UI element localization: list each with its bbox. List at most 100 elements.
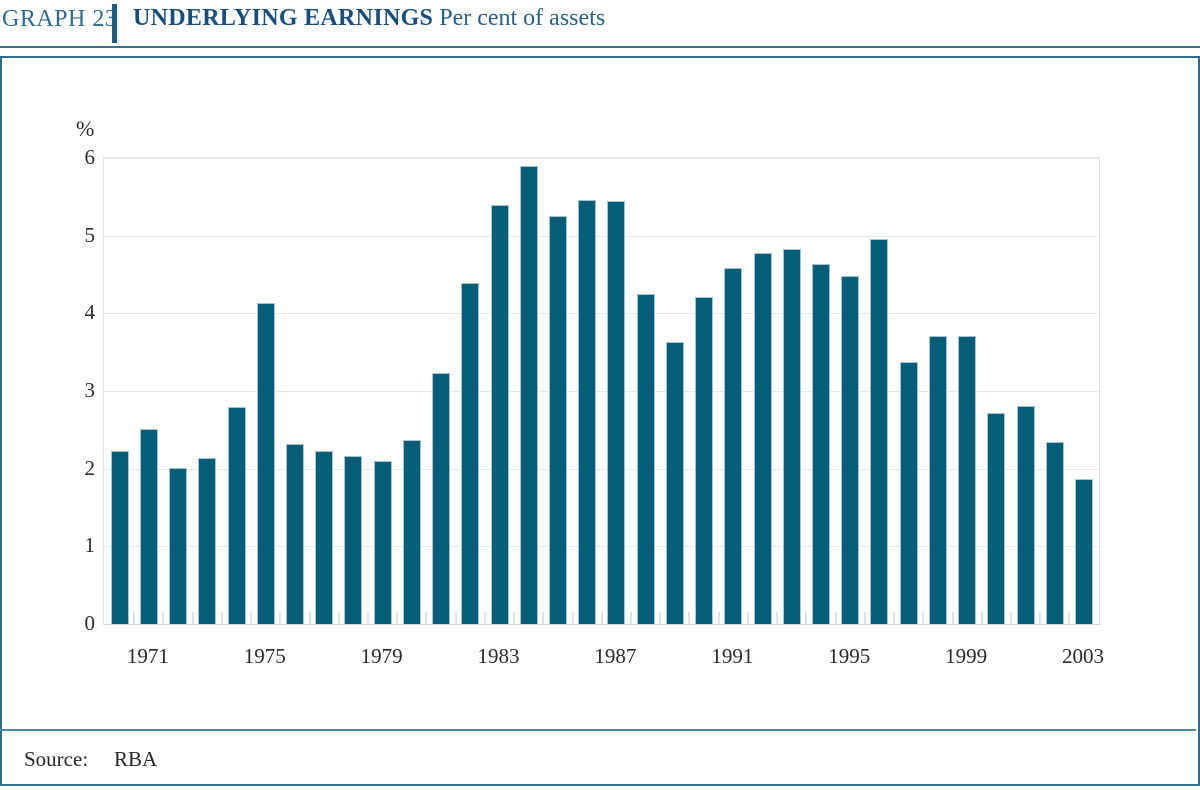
x-tick-label-1983: 1983	[477, 644, 520, 668]
bar-2003	[1075, 478, 1094, 624]
gridline-2	[104, 468, 1099, 470]
bar-2000	[987, 412, 1006, 624]
bar-1984	[519, 166, 538, 624]
x-axis-minor-tick	[600, 612, 603, 624]
bar-1989	[665, 341, 684, 624]
bar-1986	[578, 199, 597, 624]
x-axis-minor-tick	[922, 612, 925, 624]
x-axis-minor-tick	[659, 612, 662, 624]
gridline-1	[104, 546, 1099, 548]
x-axis-minor-tick	[688, 612, 691, 624]
x-axis-minor-tick	[133, 612, 136, 624]
bar-1992	[753, 252, 772, 624]
bar-1980	[402, 439, 421, 624]
x-tick-label-1987: 1987	[594, 644, 637, 668]
x-axis-minor-tick	[1009, 612, 1012, 624]
x-axis-minor-tick	[630, 612, 633, 624]
x-axis-minor-tick	[805, 612, 808, 624]
bar-1982	[461, 282, 480, 624]
bar-1974	[227, 407, 246, 624]
x-tick-label-1975: 1975	[243, 644, 286, 668]
x-tick-label-1995: 1995	[828, 644, 871, 668]
x-axis-minor-tick	[951, 612, 954, 624]
bar-1977	[315, 450, 334, 624]
x-axis-minor-tick	[483, 612, 486, 624]
x-tick-label-1979: 1979	[360, 644, 403, 668]
bar-1998	[928, 335, 947, 624]
bar-1994	[812, 264, 830, 624]
x-axis-minor-tick	[834, 612, 837, 624]
bar-1995	[841, 275, 860, 624]
x-axis-minor-tick	[279, 612, 282, 624]
bar-1973	[198, 457, 217, 624]
bar-2001	[1016, 406, 1035, 624]
x-axis-minor-tick	[980, 612, 983, 624]
bar-1987	[607, 200, 626, 624]
graph-title: UNDERLYING EARNINGS Per cent of assets	[133, 5, 605, 32]
x-axis-minor-tick	[425, 612, 428, 624]
x-axis-minor-tick	[717, 612, 720, 624]
y-tick-label-6: 6	[84, 145, 96, 169]
bar-1971	[139, 428, 158, 624]
y-tick-label-5: 5	[84, 222, 96, 247]
bar-1996	[870, 238, 889, 624]
bar-1981	[432, 372, 451, 624]
x-axis-minor-tick	[454, 612, 457, 624]
bar-1997	[899, 362, 918, 624]
bar-2002	[1045, 442, 1064, 624]
header-divider-bar	[112, 4, 117, 43]
header-rule	[0, 46, 1200, 48]
gridline-5	[104, 235, 1099, 237]
x-axis-minor-tick	[776, 612, 779, 624]
x-axis-minor-tick	[863, 612, 866, 624]
x-axis-minor-tick	[746, 612, 749, 624]
x-axis-minor-tick	[308, 612, 311, 624]
x-axis-minor-tick	[1068, 612, 1071, 624]
x-axis-minor-tick	[571, 612, 574, 624]
x-axis-minor-tick	[367, 612, 369, 624]
bar-1990	[695, 296, 714, 624]
bar-1979	[373, 460, 392, 624]
x-axis-minor-tick	[513, 612, 516, 624]
x-tick-label-1991: 1991	[711, 644, 754, 668]
x-axis-minor-tick	[1039, 612, 1042, 624]
y-tick-label-3: 3	[84, 378, 96, 402]
y-axis-unit-label: %	[76, 116, 95, 141]
x-axis-minor-tick	[220, 612, 223, 624]
gridline-4	[104, 313, 1099, 315]
bar-1988	[636, 293, 655, 624]
x-axis-minor-tick	[337, 612, 340, 624]
bar-1978	[344, 456, 363, 624]
bar-1975	[256, 303, 275, 624]
source-value: RBA	[114, 747, 158, 771]
gridline-6	[104, 158, 1099, 159]
x-tick-label-2003: 2003	[1062, 644, 1105, 668]
bar-1985	[548, 216, 567, 624]
x-axis-minor-tick	[542, 612, 545, 624]
graph-title-main: UNDERLYING EARNINGS	[133, 5, 434, 31]
chart-frame: % 0 1 2 3 4 5 6 1971 1975 1979 1983 1987 1991 1995 19…	[0, 56, 1200, 786]
bar-1970	[110, 450, 129, 624]
x-axis-minor-tick	[893, 612, 896, 624]
source-label: Source:	[24, 747, 89, 771]
y-tick-label-4: 4	[84, 300, 96, 325]
bar-1999	[958, 335, 977, 624]
bar-1991	[724, 268, 743, 624]
gridline-3	[104, 391, 1099, 392]
bar-1976	[285, 444, 304, 624]
x-axis-minor-tick	[191, 612, 194, 624]
x-axis-minor-tick	[250, 612, 253, 624]
bar-1983	[490, 205, 509, 624]
x-tick-label-1999: 1999	[945, 644, 988, 668]
y-tick-label-2: 2	[84, 455, 96, 480]
y-tick-label-0: 0	[84, 611, 96, 635]
plot-area	[103, 157, 1100, 625]
source-divider	[0, 729, 1196, 731]
x-tick-label-1971: 1971	[126, 644, 169, 668]
bar-1993	[782, 249, 801, 624]
x-axis-minor-tick	[396, 612, 399, 624]
bar-1972	[169, 467, 188, 624]
y-tick-label-1: 1	[84, 533, 96, 558]
graph-number-label: GRAPH 23	[2, 6, 118, 32]
